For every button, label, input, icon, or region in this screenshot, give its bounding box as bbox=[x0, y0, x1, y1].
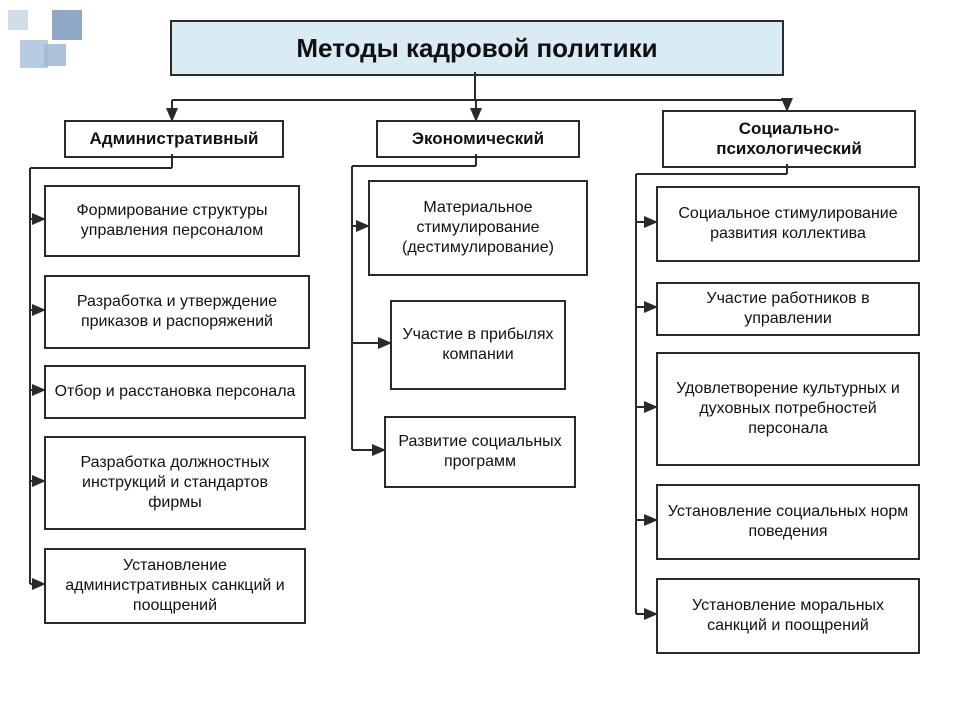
item-label: Развитие социальных программ bbox=[386, 430, 574, 474]
category-admin: Административный bbox=[64, 120, 284, 158]
item-label: Разработка и утверждение приказов и расп… bbox=[46, 290, 308, 334]
item-admin: Разработка и утверждение приказов и расп… bbox=[44, 275, 310, 349]
item-label: Отбор и расстановка персонала bbox=[47, 380, 304, 404]
category-social-label: Социально- психологический bbox=[664, 119, 914, 159]
item-econ: Развитие социальных программ bbox=[384, 416, 576, 488]
item-soc: Удовлетворение культурных и духовных пот… bbox=[656, 352, 920, 466]
category-admin-label: Административный bbox=[84, 129, 265, 149]
item-label: Участие работников в управлении bbox=[658, 287, 918, 331]
item-soc: Участие работников в управлении bbox=[656, 282, 920, 336]
item-label: Социальное стимулирование развития колле… bbox=[658, 202, 918, 246]
decor-square bbox=[44, 44, 66, 66]
item-label: Установление моральных санкций и поощрен… bbox=[658, 594, 918, 638]
item-admin: Установление административных санкций и … bbox=[44, 548, 306, 624]
item-label: Участие в прибылях компании bbox=[392, 323, 564, 367]
title-text: Методы кадровой политики bbox=[296, 33, 657, 64]
category-social: Социально- психологический bbox=[662, 110, 916, 168]
item-admin: Отбор и расстановка персонала bbox=[44, 365, 306, 419]
item-econ: Участие в прибылях компании bbox=[390, 300, 566, 390]
item-econ: Материальное стимулирование (дестимулиро… bbox=[368, 180, 588, 276]
item-admin: Разработка должностных инструкций и стан… bbox=[44, 436, 306, 530]
diagram-stage: Методы кадровой политики Административны… bbox=[0, 0, 960, 720]
item-soc: Установление социальных норм поведения bbox=[656, 484, 920, 560]
decor-square bbox=[8, 10, 28, 30]
item-label: Установление социальных норм поведения bbox=[658, 500, 918, 544]
item-label: Установление административных санкций и … bbox=[46, 554, 304, 618]
decor-square bbox=[52, 10, 82, 40]
item-soc: Установление моральных санкций и поощрен… bbox=[656, 578, 920, 654]
item-label: Формирование структуры управления персон… bbox=[46, 199, 298, 243]
item-label: Удовлетворение культурных и духовных пот… bbox=[658, 377, 918, 441]
category-economic-label: Экономический bbox=[406, 129, 550, 149]
item-label: Разработка должностных инструкций и стан… bbox=[46, 451, 304, 515]
item-soc: Социальное стимулирование развития колле… bbox=[656, 186, 920, 262]
category-economic: Экономический bbox=[376, 120, 580, 158]
item-label: Материальное стимулирование (дестимулиро… bbox=[370, 196, 586, 260]
title-box: Методы кадровой политики bbox=[170, 20, 784, 76]
item-admin: Формирование структуры управления персон… bbox=[44, 185, 300, 257]
